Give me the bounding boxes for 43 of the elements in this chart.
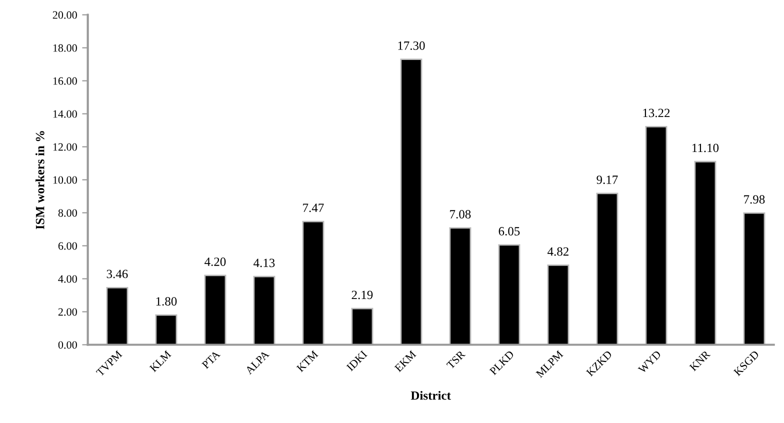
data-label: 11.10 [692, 144, 719, 152]
bar [645, 126, 668, 345]
bar [449, 227, 472, 345]
data-label: 1.80 [156, 297, 177, 306]
bar [547, 264, 570, 345]
y-tick-label: 18.00 [53, 44, 77, 52]
y-tick-label: 0.00 [58, 341, 77, 349]
y-tick-label: 8.00 [58, 209, 77, 217]
y-tick-label: 4.00 [58, 275, 77, 283]
data-label: 7.47 [303, 204, 324, 212]
bar [155, 314, 178, 345]
bar [694, 160, 716, 345]
bar [596, 192, 618, 345]
bar [204, 274, 226, 345]
data-label: 4.20 [204, 258, 226, 266]
bar [302, 220, 324, 345]
x-tick-label: PTA [201, 350, 221, 370]
data-label: 3.46 [106, 270, 128, 278]
data-label: 7.98 [744, 195, 765, 204]
data-label: 4.82 [548, 247, 568, 256]
y-tick-label: 20.00 [52, 11, 77, 19]
bar [743, 212, 766, 345]
data-label: 4.13 [254, 258, 275, 268]
bar [351, 308, 374, 345]
data-label: 13.22 [643, 108, 670, 118]
data-label: 6.05 [498, 227, 520, 236]
y-tick-label: 6.00 [58, 242, 77, 250]
bar [400, 58, 422, 345]
data-label: 7.08 [450, 210, 471, 219]
data-label: 2.19 [352, 290, 373, 300]
y-tick-label: 2.00 [58, 308, 77, 316]
y-tick-label: 12.00 [53, 143, 77, 151]
y-axis-title: ISM workers in % [36, 131, 44, 230]
bar [106, 286, 128, 345]
data-label: 17.30 [398, 41, 425, 50]
x-axis-title: District [410, 390, 451, 400]
bar [498, 244, 520, 345]
y-tick-label: 14.00 [53, 110, 77, 118]
data-label: 9.17 [596, 176, 618, 184]
bar [253, 276, 276, 345]
y-tick-label: 16.00 [53, 77, 77, 85]
x-tick-label: TSR [446, 350, 466, 370]
y-tick-label: 10.00 [53, 176, 77, 184]
